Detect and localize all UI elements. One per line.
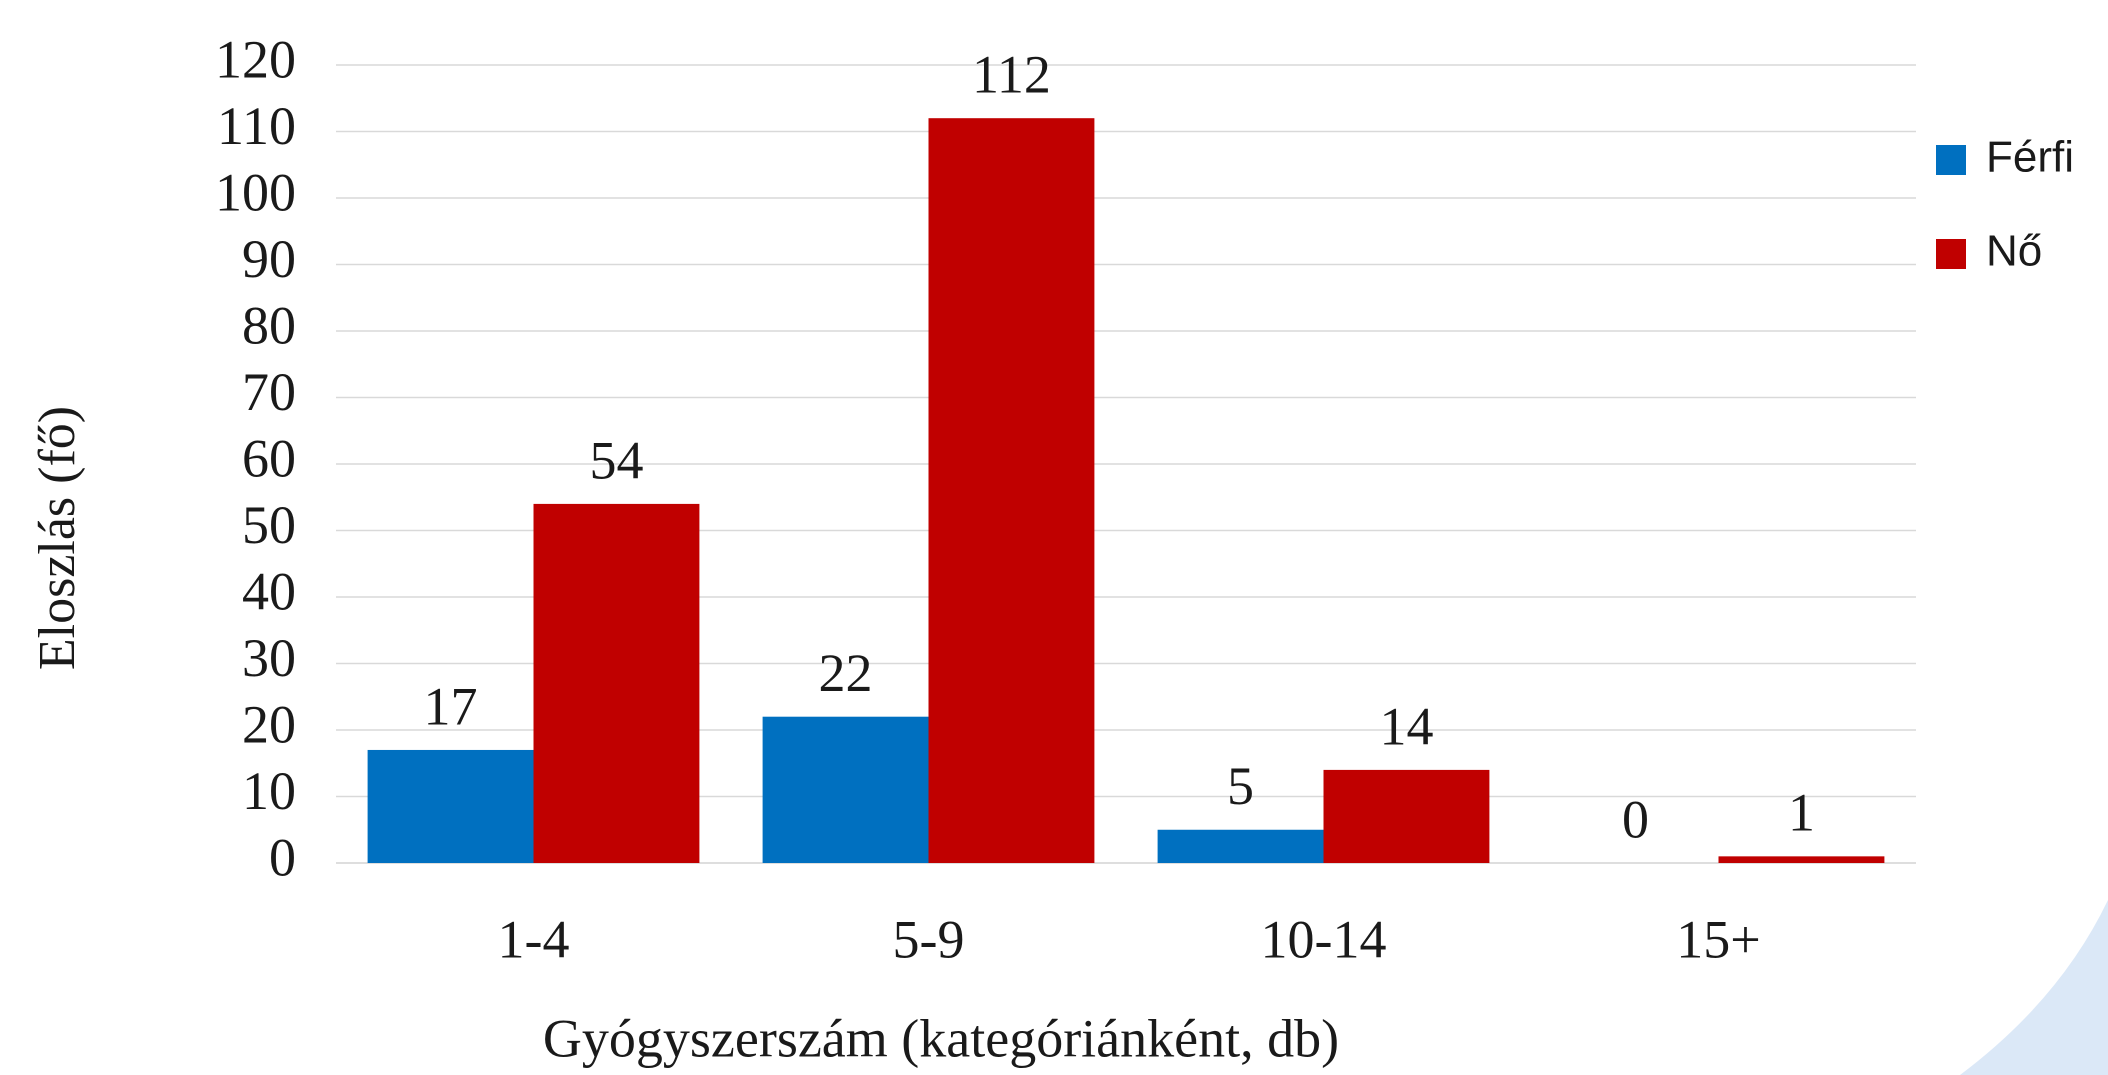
x-tick-label: 5-9 [893, 909, 965, 969]
bar [928, 118, 1095, 863]
bar [762, 716, 929, 863]
value-label: 5 [1227, 756, 1254, 816]
y-tick-label: 40 [242, 561, 296, 621]
value-label: 22 [819, 643, 873, 703]
legend-label: Nő [1986, 227, 2042, 276]
x-tick-label: 1-4 [498, 909, 570, 969]
bar [367, 749, 534, 863]
y-tick-label: 80 [242, 295, 296, 355]
y-tick-label: 70 [242, 362, 296, 422]
x-tick-label: 15+ [1676, 909, 1760, 969]
value-label: 112 [972, 45, 1051, 105]
value-label: 54 [589, 430, 643, 490]
bar [1718, 856, 1885, 863]
decoration [1960, 900, 2108, 1075]
bar [533, 503, 700, 863]
value-label: 14 [1379, 696, 1433, 756]
y-tick-label: 110 [217, 96, 296, 156]
legend-label: Férfi [1986, 133, 2074, 182]
legend-swatch [1936, 239, 1966, 269]
value-label: 1 [1788, 783, 1815, 843]
x-tick-label: 10-14 [1261, 909, 1387, 969]
value-label: 0 [1622, 789, 1649, 849]
value-label: 17 [424, 676, 478, 736]
bar [1157, 829, 1324, 863]
y-tick-label: 60 [242, 428, 296, 488]
y-tick-label: 120 [215, 29, 296, 89]
y-axis-label: Eloszlás (fő) [29, 406, 86, 670]
bar [1323, 769, 1490, 863]
y-tick-label: 90 [242, 229, 296, 289]
y-tick-label: 100 [215, 162, 296, 222]
y-tick-label: 10 [242, 761, 296, 821]
y-tick-label: 30 [242, 628, 296, 688]
legend-swatch [1936, 145, 1966, 175]
x-axis-label: Gyógyszerszám (kategóriánként, db) [543, 1008, 1339, 1068]
y-tick-label: 0 [269, 827, 296, 887]
y-tick-label: 20 [242, 694, 296, 754]
y-tick-label: 50 [242, 495, 296, 555]
